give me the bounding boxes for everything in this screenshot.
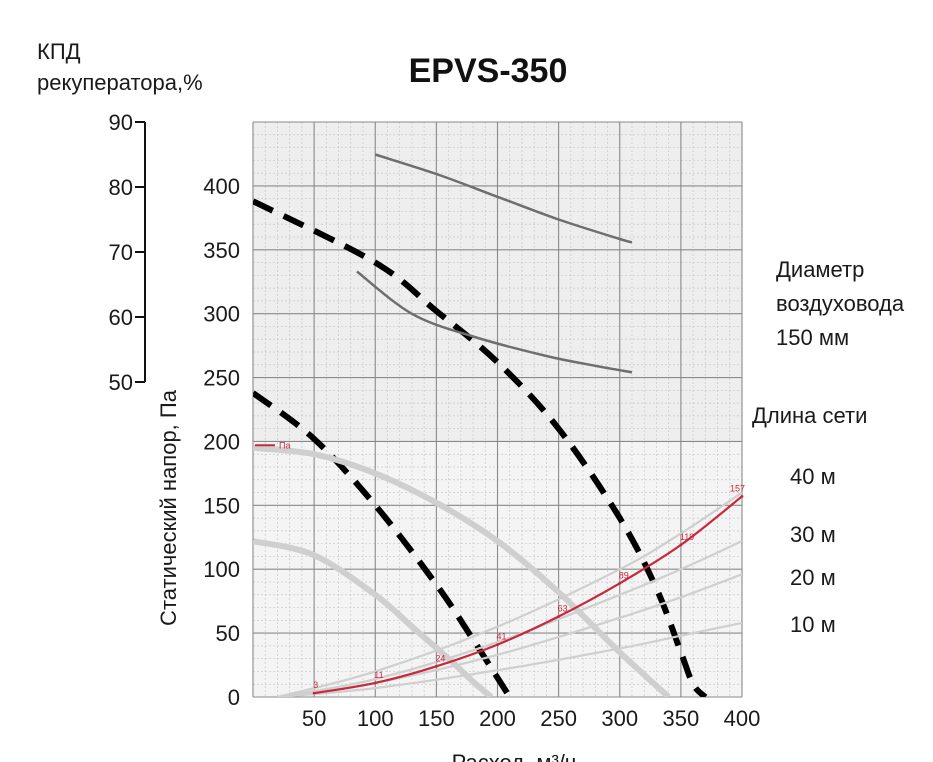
y-tick-label: 100 xyxy=(203,557,240,582)
y-tick-label: 50 xyxy=(216,621,240,646)
efficiency-tick-label: 90 xyxy=(109,110,133,135)
series-line-fan-1 xyxy=(253,390,513,697)
efficiency-tick-label: 80 xyxy=(109,175,133,200)
network-length-label: 30 м xyxy=(790,522,836,547)
network-length-title: Длина сети xyxy=(752,403,867,428)
y-tick-label: 350 xyxy=(203,238,240,263)
x-tick-label: 350 xyxy=(663,706,700,731)
red-point-label: 3 xyxy=(313,680,318,690)
red-point-marker xyxy=(740,494,744,498)
y-tick-label: 250 xyxy=(203,366,240,391)
x-tick-label: 200 xyxy=(479,706,516,731)
efficiency-tick-label: 50 xyxy=(109,370,133,395)
series-line-network-9 xyxy=(277,491,742,697)
x-tick-label: 300 xyxy=(601,706,638,731)
efficiency-tick-label: 70 xyxy=(109,240,133,265)
x-tick-label: 400 xyxy=(724,706,761,731)
x-tick-label: 50 xyxy=(302,706,326,731)
red-point-marker xyxy=(373,681,377,685)
series-line-efficiency-3 xyxy=(356,270,633,374)
network-length-label: 10 м xyxy=(790,612,836,637)
red-point-label: 157 xyxy=(730,483,745,493)
red-point-marker xyxy=(434,664,438,668)
efficiency-axis-label: КПД xyxy=(37,39,81,64)
efficiency-axis-label: рекуператора,% xyxy=(37,70,203,95)
red-legend-label: Па xyxy=(279,440,290,450)
y-tick-label: 400 xyxy=(203,174,240,199)
red-point-label: 89 xyxy=(619,570,629,580)
series-line-red-10 xyxy=(313,495,742,695)
tick-label-backdrop xyxy=(191,235,251,264)
series-line-network-6 xyxy=(277,621,742,697)
y-tick-label: 200 xyxy=(203,429,240,454)
x-tick-label: 150 xyxy=(418,706,455,731)
efficiency-tick-label: 60 xyxy=(109,305,133,330)
network-length-label: 20 м xyxy=(790,565,836,590)
red-point-marker xyxy=(312,691,316,695)
red-point-label: 119 xyxy=(680,532,694,542)
x-axis-label: Расход, м³/ч xyxy=(452,750,577,762)
red-point-marker xyxy=(557,615,561,618)
red-point-marker xyxy=(679,543,683,547)
series-group xyxy=(253,153,742,697)
y-tick-label: 0 xyxy=(228,685,240,710)
efficiency-axis: 90 80 70 60 50 xyxy=(109,110,146,395)
red-point-marker xyxy=(496,643,499,647)
series-line-network-5 xyxy=(253,444,671,697)
series-line-network-4 xyxy=(253,538,494,697)
chart-title: EPVS-350 xyxy=(409,52,568,90)
red-point-label: 11 xyxy=(374,670,383,680)
duct-diameter-label: 150 мм xyxy=(776,325,849,350)
series-line-efficiency-2 xyxy=(374,153,633,244)
tick-label-backdrop xyxy=(191,363,251,392)
duct-diameter-label: воздуховода xyxy=(776,291,905,316)
series-line-fan-0 xyxy=(253,198,708,697)
y-tick-label: 300 xyxy=(203,302,240,327)
network-length-label: 40 м xyxy=(790,464,836,489)
y-axis-label: Статический напор, Па xyxy=(156,389,181,626)
duct-diameter-label: Диаметр xyxy=(776,257,864,282)
y-tick-label: 150 xyxy=(203,493,240,518)
tick-label-backdrop xyxy=(191,171,251,200)
tick-label-backdrop xyxy=(191,299,251,328)
red-point-label: 24 xyxy=(435,653,445,663)
red-point-marker xyxy=(618,581,622,585)
tick-label-backdrop xyxy=(191,427,251,456)
red-point-label: 63 xyxy=(558,604,568,614)
red-point-label: 41 xyxy=(497,632,507,642)
x-tick-label: 100 xyxy=(357,706,394,731)
x-tick-label: 250 xyxy=(540,706,577,731)
